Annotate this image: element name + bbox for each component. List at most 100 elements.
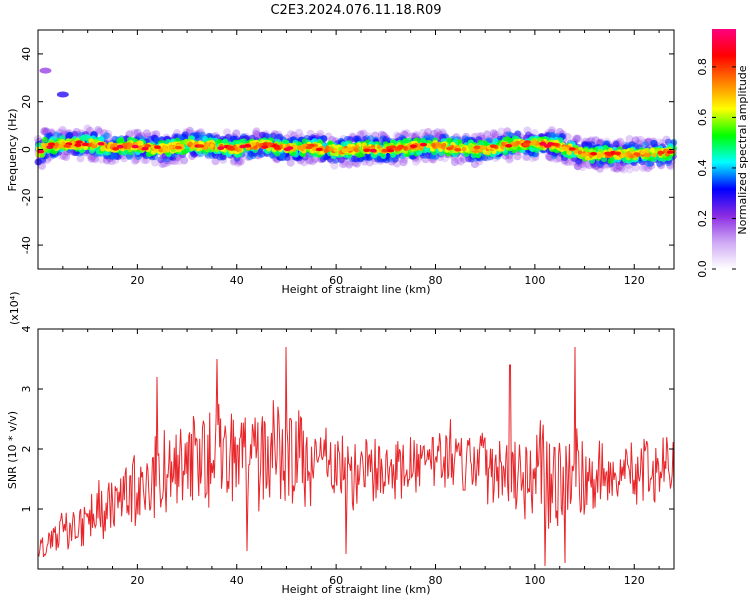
x-tick-label: 80	[429, 274, 443, 287]
spectrogram-cell	[295, 128, 304, 137]
spectrogram-cell	[399, 158, 408, 167]
spectrogram-peak-cell	[63, 144, 71, 148]
spectrogram-cell	[181, 131, 189, 139]
spectrogram-cell	[88, 138, 94, 144]
y-tick-label: -20	[20, 188, 33, 206]
spectrogram-cell	[81, 134, 88, 141]
spectrogram-cell	[462, 135, 469, 143]
spectrogram-cell	[625, 165, 634, 174]
spectrogram-cell	[513, 142, 518, 147]
spectrogram-peak-cell	[633, 152, 641, 156]
x-tick-label: 60	[329, 274, 343, 287]
spectrogram-peak-cell	[97, 142, 105, 146]
spectrogram-cell	[446, 137, 453, 144]
spectrogram-cell	[328, 146, 333, 152]
spectrogram-cell	[456, 157, 465, 166]
spectrogram-cell	[309, 157, 317, 166]
spectrogram-cell	[418, 128, 427, 137]
spectrogram-peak-cell	[46, 145, 54, 149]
spectrogram-cell	[40, 127, 49, 136]
spectrogram-cell	[450, 158, 459, 167]
spectrogram-cell	[584, 152, 589, 157]
x-tick-label: 120	[624, 574, 645, 587]
y-tick-label: 1	[20, 506, 33, 513]
spectrogram-cell	[513, 152, 522, 161]
spectrogram-cell	[597, 153, 602, 158]
y-tick-label: 2	[20, 446, 33, 453]
spectrogram-cell	[158, 147, 163, 153]
spectrogram-cell	[100, 146, 106, 152]
spectrogram-cell	[506, 154, 515, 163]
x-tick-label: 80	[429, 574, 443, 587]
spectrogram-cell	[573, 149, 579, 154]
spectrogram-isolated-feature	[39, 67, 52, 74]
spectrogram-cell	[202, 136, 209, 142]
spectrogram-peak-cell	[227, 146, 235, 151]
spectrogram-cell	[465, 155, 473, 163]
spectrogram-cell	[133, 128, 142, 137]
spectrogram-cell	[87, 154, 96, 163]
spectrogram-peak-cell	[144, 144, 152, 148]
spectrogram-peak-cell	[590, 152, 598, 156]
spectrogram-cell	[612, 163, 621, 172]
y-tick-label: 40	[20, 47, 33, 61]
spectrogram-cell	[54, 142, 59, 147]
spectrogram-cell	[639, 164, 648, 172]
spectrogram-cell	[348, 146, 353, 151]
spectrogram-cell	[286, 158, 295, 167]
colorbar-label: Normalized spectral amplitude	[736, 65, 749, 234]
spectrogram-peak-cell	[112, 147, 120, 151]
spectrogram-cell	[39, 152, 45, 158]
spectrogram-cell	[424, 128, 433, 136]
spectrogram-cell	[652, 153, 657, 158]
spectrogram-peak-cell	[48, 142, 55, 146]
spectrogram-cell	[60, 152, 68, 160]
spectrogram-cell	[351, 155, 358, 163]
spectrogram-cell	[634, 135, 643, 144]
spectrogram-peak-cell	[524, 140, 531, 144]
spectrogram-cell	[52, 131, 60, 139]
y-tick-label: 20	[20, 95, 33, 109]
spectrogram-peak-cell	[174, 145, 182, 150]
spectrogram-cell	[433, 128, 442, 137]
spectrogram-cell	[582, 160, 591, 169]
y-tick-label: 0	[20, 146, 33, 153]
spectrogram-peak-cell	[409, 144, 417, 148]
spectrogram-cell	[110, 152, 118, 160]
spectrogram-cell	[333, 147, 338, 153]
spectrogram-cell	[431, 142, 436, 148]
spectrogram-peak-cell	[666, 150, 674, 154]
spectrogram-peak-cell	[489, 144, 497, 148]
spectrogram-cell	[436, 143, 441, 148]
spectrogram-cell	[286, 130, 295, 139]
spectrogram-peak-cell	[522, 142, 530, 147]
y-tick-label: -40	[20, 236, 33, 254]
spectrogram-cell	[353, 147, 359, 152]
spectrogram-cell	[341, 148, 347, 153]
colorbar: 0.0 0.2 0.4 0.6 0.8 Normalized spectral ampl…	[696, 29, 749, 278]
colorbar-tick-label: 0.0	[696, 260, 709, 278]
spectrogram-ylabel: Frequency (Hz)	[6, 109, 19, 192]
spectrogram-isolated-feature	[56, 91, 69, 98]
spectrogram-peak-cell	[81, 142, 89, 147]
spectrogram-peak-cell	[544, 144, 551, 148]
spectrogram-cell	[71, 130, 79, 138]
spectrogram-cell	[505, 155, 514, 164]
spectrogram-cell	[41, 136, 48, 143]
spectrogram-peak-cell	[568, 147, 576, 151]
spectrogram-cell	[251, 141, 256, 147]
spectrogram-cell	[259, 131, 266, 139]
figure-title: C2E3.2024.076.11.18.R09	[270, 3, 441, 18]
x-tick-label: 40	[230, 574, 244, 587]
spectrogram-peak-cell	[141, 146, 149, 151]
spectrogram-peak-cell	[283, 147, 291, 151]
spectrogram-cell	[613, 164, 622, 173]
x-tick-label: 40	[230, 274, 244, 287]
spectrogram-peak-cell	[604, 151, 612, 156]
spectrogram-peak-cell	[363, 148, 371, 153]
spectrogram-cell	[59, 143, 64, 148]
spectrogram-cell	[491, 130, 500, 139]
colorbar-tick-label: 0.2	[696, 210, 709, 228]
spectrogram-peak-cell	[74, 143, 82, 147]
spectrogram-cell	[123, 144, 128, 150]
